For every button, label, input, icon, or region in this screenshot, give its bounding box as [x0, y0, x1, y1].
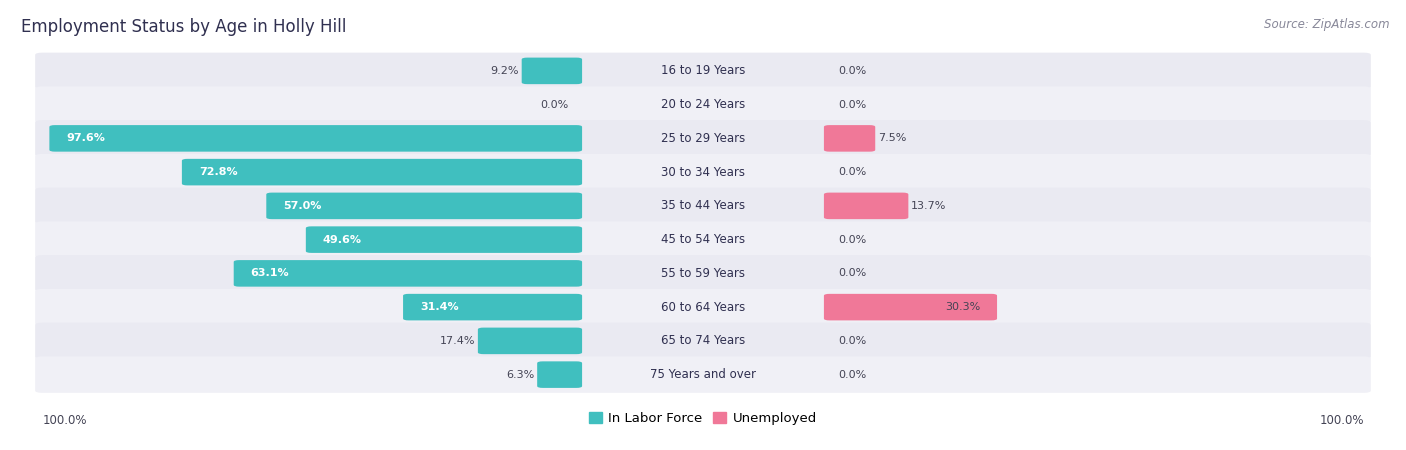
- Text: 100.0%: 100.0%: [42, 414, 87, 428]
- Text: 31.4%: 31.4%: [420, 302, 458, 312]
- FancyBboxPatch shape: [35, 53, 1371, 89]
- FancyBboxPatch shape: [35, 323, 1371, 359]
- FancyBboxPatch shape: [181, 159, 582, 185]
- FancyBboxPatch shape: [35, 221, 1371, 258]
- Text: 45 to 54 Years: 45 to 54 Years: [661, 233, 745, 246]
- Text: 0.0%: 0.0%: [838, 268, 866, 279]
- Legend: In Labor Force, Unemployed: In Labor Force, Unemployed: [583, 406, 823, 430]
- FancyBboxPatch shape: [537, 361, 582, 388]
- Text: 57.0%: 57.0%: [283, 201, 322, 211]
- Text: 100.0%: 100.0%: [1319, 414, 1364, 428]
- Text: 0.0%: 0.0%: [838, 99, 866, 110]
- Text: 35 to 44 Years: 35 to 44 Years: [661, 199, 745, 212]
- FancyBboxPatch shape: [35, 356, 1371, 393]
- FancyBboxPatch shape: [404, 294, 582, 320]
- Text: 0.0%: 0.0%: [838, 336, 866, 346]
- FancyBboxPatch shape: [266, 193, 582, 219]
- FancyBboxPatch shape: [35, 86, 1371, 123]
- Text: Employment Status by Age in Holly Hill: Employment Status by Age in Holly Hill: [21, 18, 346, 36]
- FancyBboxPatch shape: [478, 328, 582, 354]
- Text: 55 to 59 Years: 55 to 59 Years: [661, 267, 745, 280]
- FancyBboxPatch shape: [35, 154, 1371, 190]
- Text: 7.5%: 7.5%: [877, 133, 907, 144]
- Text: 97.6%: 97.6%: [66, 133, 105, 144]
- Text: 0.0%: 0.0%: [838, 234, 866, 245]
- FancyBboxPatch shape: [824, 193, 908, 219]
- Text: 6.3%: 6.3%: [506, 369, 534, 380]
- FancyBboxPatch shape: [49, 125, 582, 152]
- Text: 16 to 19 Years: 16 to 19 Years: [661, 64, 745, 77]
- Text: 30.3%: 30.3%: [945, 302, 980, 312]
- FancyBboxPatch shape: [233, 260, 582, 287]
- Text: 17.4%: 17.4%: [440, 336, 475, 346]
- Text: 75 Years and over: 75 Years and over: [650, 368, 756, 381]
- FancyBboxPatch shape: [522, 58, 582, 84]
- Text: 13.7%: 13.7%: [911, 201, 946, 211]
- Text: 60 to 64 Years: 60 to 64 Years: [661, 301, 745, 314]
- Text: 49.6%: 49.6%: [323, 234, 361, 245]
- Text: 0.0%: 0.0%: [838, 167, 866, 177]
- Text: 25 to 29 Years: 25 to 29 Years: [661, 132, 745, 145]
- Text: 0.0%: 0.0%: [838, 369, 866, 380]
- FancyBboxPatch shape: [35, 289, 1371, 325]
- Text: 9.2%: 9.2%: [491, 66, 519, 76]
- FancyBboxPatch shape: [824, 294, 997, 320]
- Text: 30 to 34 Years: 30 to 34 Years: [661, 166, 745, 179]
- Text: 0.0%: 0.0%: [838, 66, 866, 76]
- Text: 0.0%: 0.0%: [540, 99, 568, 110]
- FancyBboxPatch shape: [35, 255, 1371, 292]
- FancyBboxPatch shape: [307, 226, 582, 253]
- FancyBboxPatch shape: [35, 188, 1371, 224]
- FancyBboxPatch shape: [35, 120, 1371, 157]
- Text: 20 to 24 Years: 20 to 24 Years: [661, 98, 745, 111]
- FancyBboxPatch shape: [824, 125, 875, 152]
- Text: Source: ZipAtlas.com: Source: ZipAtlas.com: [1264, 18, 1389, 31]
- Text: 63.1%: 63.1%: [250, 268, 290, 279]
- Text: 72.8%: 72.8%: [198, 167, 238, 177]
- Text: 65 to 74 Years: 65 to 74 Years: [661, 334, 745, 347]
